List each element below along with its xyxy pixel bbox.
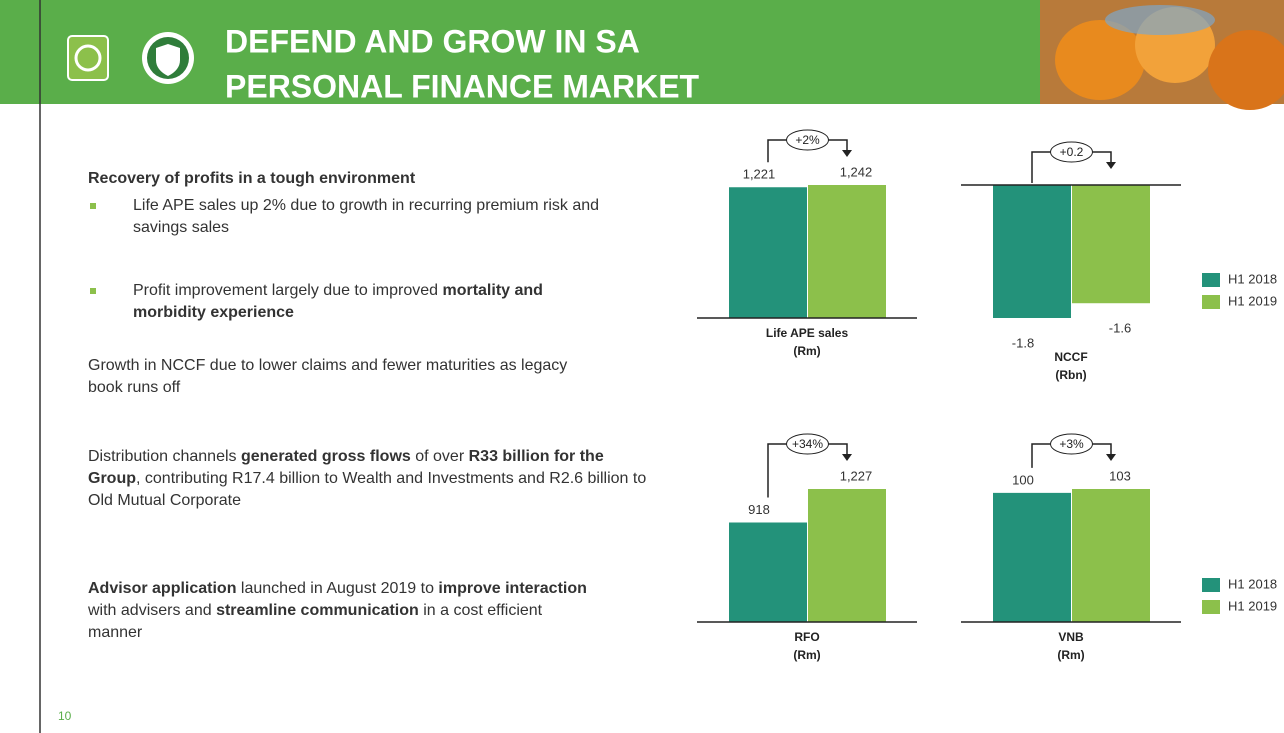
value-label: 1,227 xyxy=(840,468,873,483)
value-label: -1.6 xyxy=(1109,321,1131,336)
logo xyxy=(68,36,108,80)
chart-title: VNB xyxy=(1058,630,1084,644)
bar xyxy=(1072,489,1150,622)
bullet-item: Profit improvement largely due to improv… xyxy=(133,280,603,324)
legend-swatch xyxy=(1202,295,1220,309)
text: of over xyxy=(411,448,469,465)
paragraph: Advisor application launched in August 2… xyxy=(88,578,588,644)
legend-label: H1 2018 xyxy=(1228,576,1277,591)
legend-swatch xyxy=(1202,600,1220,614)
text: Distribution channels xyxy=(88,448,241,465)
legend-label: H1 2019 xyxy=(1228,598,1277,613)
title-line: DEFEND AND GROW IN SA xyxy=(225,23,640,59)
change-label: +0.2 xyxy=(1060,145,1084,159)
text: Profit improvement largely due to improv… xyxy=(133,282,442,299)
text: launched in August 2019 to xyxy=(236,580,438,597)
change-arrow xyxy=(842,150,852,157)
chart-title: NCCF xyxy=(1054,350,1087,364)
value-label: 918 xyxy=(748,502,770,517)
bold-text: generated gross flows xyxy=(241,448,411,465)
slide: DEFEND AND GROW IN SA PERSONAL FINANCE M… xyxy=(0,0,1284,733)
value-label: 1,242 xyxy=(840,164,873,179)
value-label: -1.8 xyxy=(1012,335,1034,350)
change-arrow xyxy=(1106,454,1116,461)
bullet-marker xyxy=(90,288,96,294)
value-label: 100 xyxy=(1012,472,1034,487)
legend-label: H1 2018 xyxy=(1228,271,1277,286)
bar xyxy=(993,493,1071,622)
shield-icon xyxy=(142,32,194,84)
legend-swatch xyxy=(1202,273,1220,287)
photo xyxy=(1040,0,1284,110)
chart-unit: (Rm) xyxy=(793,648,820,662)
chart-title: Life APE sales xyxy=(766,326,849,340)
change-label: +2% xyxy=(795,133,820,147)
bold-text: Advisor application xyxy=(88,580,236,597)
chart-title: RFO xyxy=(794,630,819,644)
title-line: PERSONAL FINANCE MARKET xyxy=(225,68,700,104)
text: with advisers and xyxy=(88,602,216,619)
chart-unit: (Rm) xyxy=(793,344,820,358)
paragraph: Growth in NCCF due to lower claims and f… xyxy=(88,355,568,399)
chart-unit: (Rbn) xyxy=(1055,368,1086,382)
paragraph: Recovery of profits in a tough environme… xyxy=(88,168,608,190)
legend-swatch xyxy=(1202,578,1220,592)
bullet-marker xyxy=(90,203,96,209)
value-label: 103 xyxy=(1109,468,1131,483)
value-label: 1,221 xyxy=(743,167,776,182)
chart-unit: (Rm) xyxy=(1057,648,1084,662)
change-arrow xyxy=(1106,162,1116,169)
bar xyxy=(729,187,807,318)
bullet-item: Life APE sales up 2% due to growth in re… xyxy=(133,195,603,239)
change-label: +34% xyxy=(792,437,823,451)
bold-text: improve interaction xyxy=(438,580,586,597)
text: , contributing R17.4 billion to Wealth a… xyxy=(88,470,646,509)
change-arrow xyxy=(842,454,852,461)
bar xyxy=(808,185,886,318)
bold-text: streamline communication xyxy=(216,602,419,619)
bar xyxy=(993,185,1071,318)
bar xyxy=(808,489,886,622)
page-number: 10 xyxy=(58,709,72,723)
paragraph: Distribution channels generated gross fl… xyxy=(88,446,648,512)
legend-label: H1 2019 xyxy=(1228,293,1277,308)
bold-text: Recovery of profits in a tough environme… xyxy=(88,170,415,187)
bar xyxy=(729,522,807,622)
text: Life APE sales up 2% due to growth in re… xyxy=(133,197,599,236)
text: Growth in NCCF due to lower claims and f… xyxy=(88,357,567,396)
change-label: +3% xyxy=(1059,437,1084,451)
bar xyxy=(1072,185,1150,303)
